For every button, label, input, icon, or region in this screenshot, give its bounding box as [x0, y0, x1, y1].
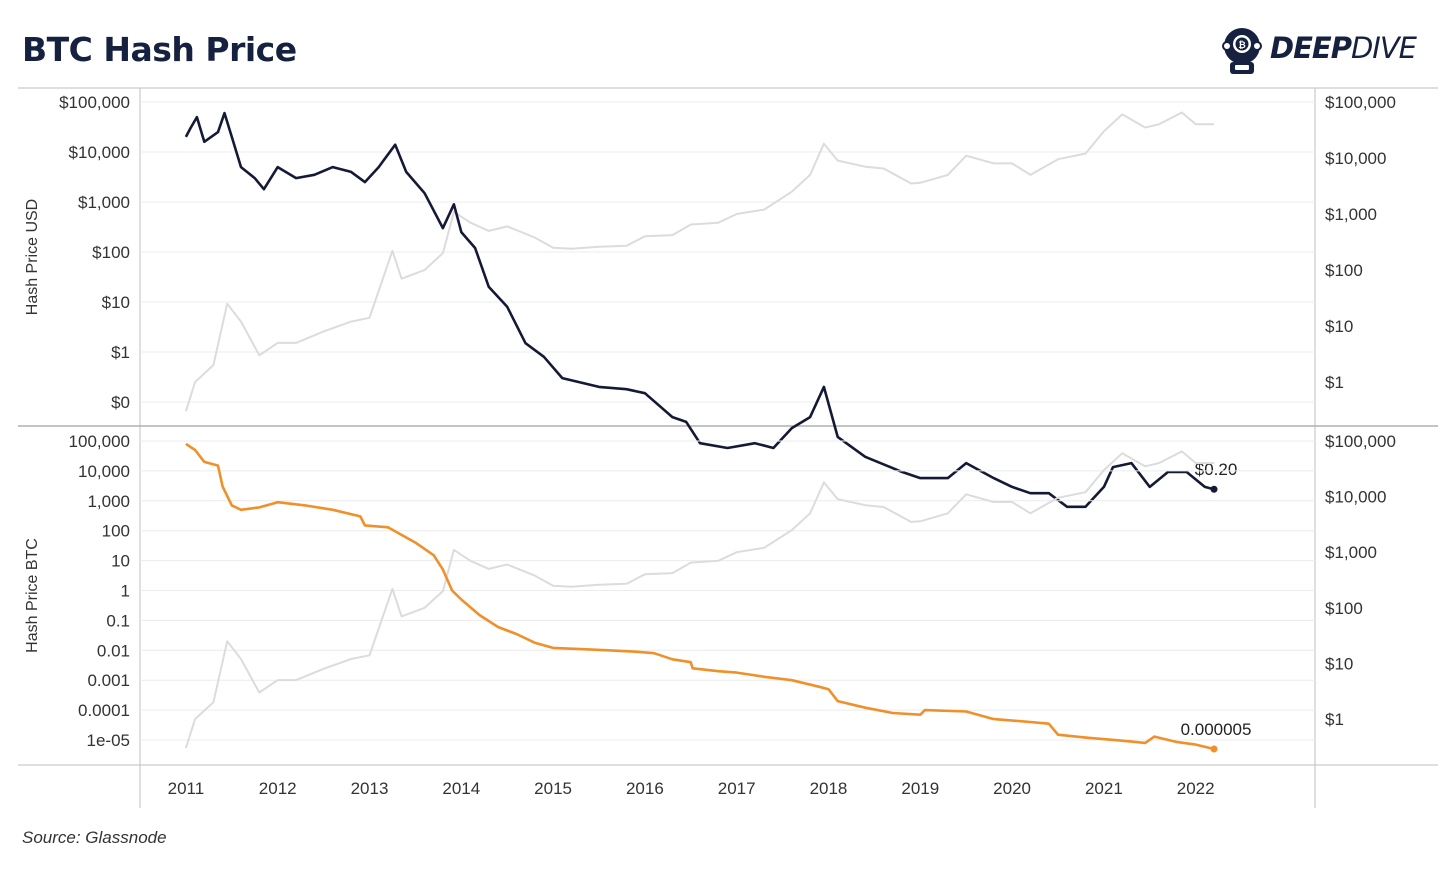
y2-tick-label: $1,000 [1325, 205, 1377, 224]
brand-logo: ₿ DEEPDIVE [1218, 22, 1438, 78]
y-tick-label: 0.01 [97, 641, 130, 660]
hash-price-series-line [184, 111, 1215, 509]
y-tick-label: 1e-05 [87, 731, 130, 750]
x-tick-label: 2011 [168, 779, 205, 798]
y-tick-label: $100 [92, 243, 130, 262]
y-tick-label: 1,000 [87, 492, 130, 511]
x-tick-label: 2012 [259, 779, 297, 798]
y-tick-label: $10,000 [69, 143, 130, 162]
y-tick-label: $1 [111, 343, 130, 362]
y-tick-label: $100,000 [59, 93, 130, 112]
y-tick-label: $0 [111, 393, 130, 412]
x-tick-label: 2020 [993, 779, 1031, 798]
x-tick-label: 2019 [901, 779, 939, 798]
y-axis-title: Hash Price USD [24, 199, 41, 315]
x-tick-label: 2015 [534, 779, 572, 798]
y2-tick-label: $10 [1325, 654, 1353, 673]
brand-name-bold: DEEP [1270, 31, 1352, 65]
y-tick-label: 10 [111, 552, 130, 571]
y2-tick-label: $10,000 [1325, 488, 1386, 507]
hash-price-series-line [185, 442, 1215, 751]
y-tick-label: 100 [102, 522, 130, 541]
y-tick-label: 0.001 [87, 671, 130, 690]
y-tick-label: $10 [102, 293, 130, 312]
y-tick-label: 10,000 [78, 462, 130, 481]
y2-tick-label: $100,000 [1325, 93, 1396, 112]
y2-tick-label: $1 [1325, 710, 1344, 729]
y2-tick-label: $10,000 [1325, 149, 1386, 168]
y2-tick-label: $100,000 [1325, 432, 1396, 451]
chart-title: BTC Hash Price [22, 30, 297, 69]
y-tick-label: 1 [121, 582, 130, 601]
svg-text:₿: ₿ [1238, 40, 1245, 50]
y-tick-label: 100,000 [69, 432, 130, 451]
y2-tick-label: $1 [1325, 373, 1344, 392]
btc-price-series-line [184, 450, 1214, 749]
x-tick-label: 2017 [718, 779, 756, 798]
y-tick-label: 0.0001 [78, 701, 130, 720]
brand-name-light: DIVE [1350, 31, 1417, 65]
y-tick-label: $1,000 [78, 193, 130, 212]
series-end-marker [1210, 745, 1218, 753]
end-value-label: $0.20 [1195, 460, 1238, 479]
y2-tick-label: $1,000 [1325, 543, 1377, 562]
x-tick-label: 2018 [810, 779, 848, 798]
x-tick-label: 2016 [626, 779, 664, 798]
x-tick-label: 2014 [442, 779, 480, 798]
y-tick-label: 0.1 [106, 611, 130, 630]
x-tick-label: 2022 [1177, 779, 1215, 798]
brand-wordmark: DEEPDIVE [1270, 31, 1417, 65]
y-axis-title: Hash Price BTC [24, 538, 41, 653]
y2-tick-label: $10 [1325, 317, 1353, 336]
y2-tick-label: $100 [1325, 261, 1363, 280]
y2-tick-label: $100 [1325, 599, 1363, 618]
diver-helmet-icon: ₿ [1222, 28, 1262, 74]
source-note: Source: Glassnode [22, 828, 167, 847]
btc-price-series-line [184, 111, 1214, 412]
series-end-marker [1210, 485, 1218, 493]
end-value-label: 0.000005 [1181, 720, 1252, 739]
x-tick-label: 2021 [1085, 779, 1123, 798]
x-tick-label: 2013 [351, 779, 389, 798]
